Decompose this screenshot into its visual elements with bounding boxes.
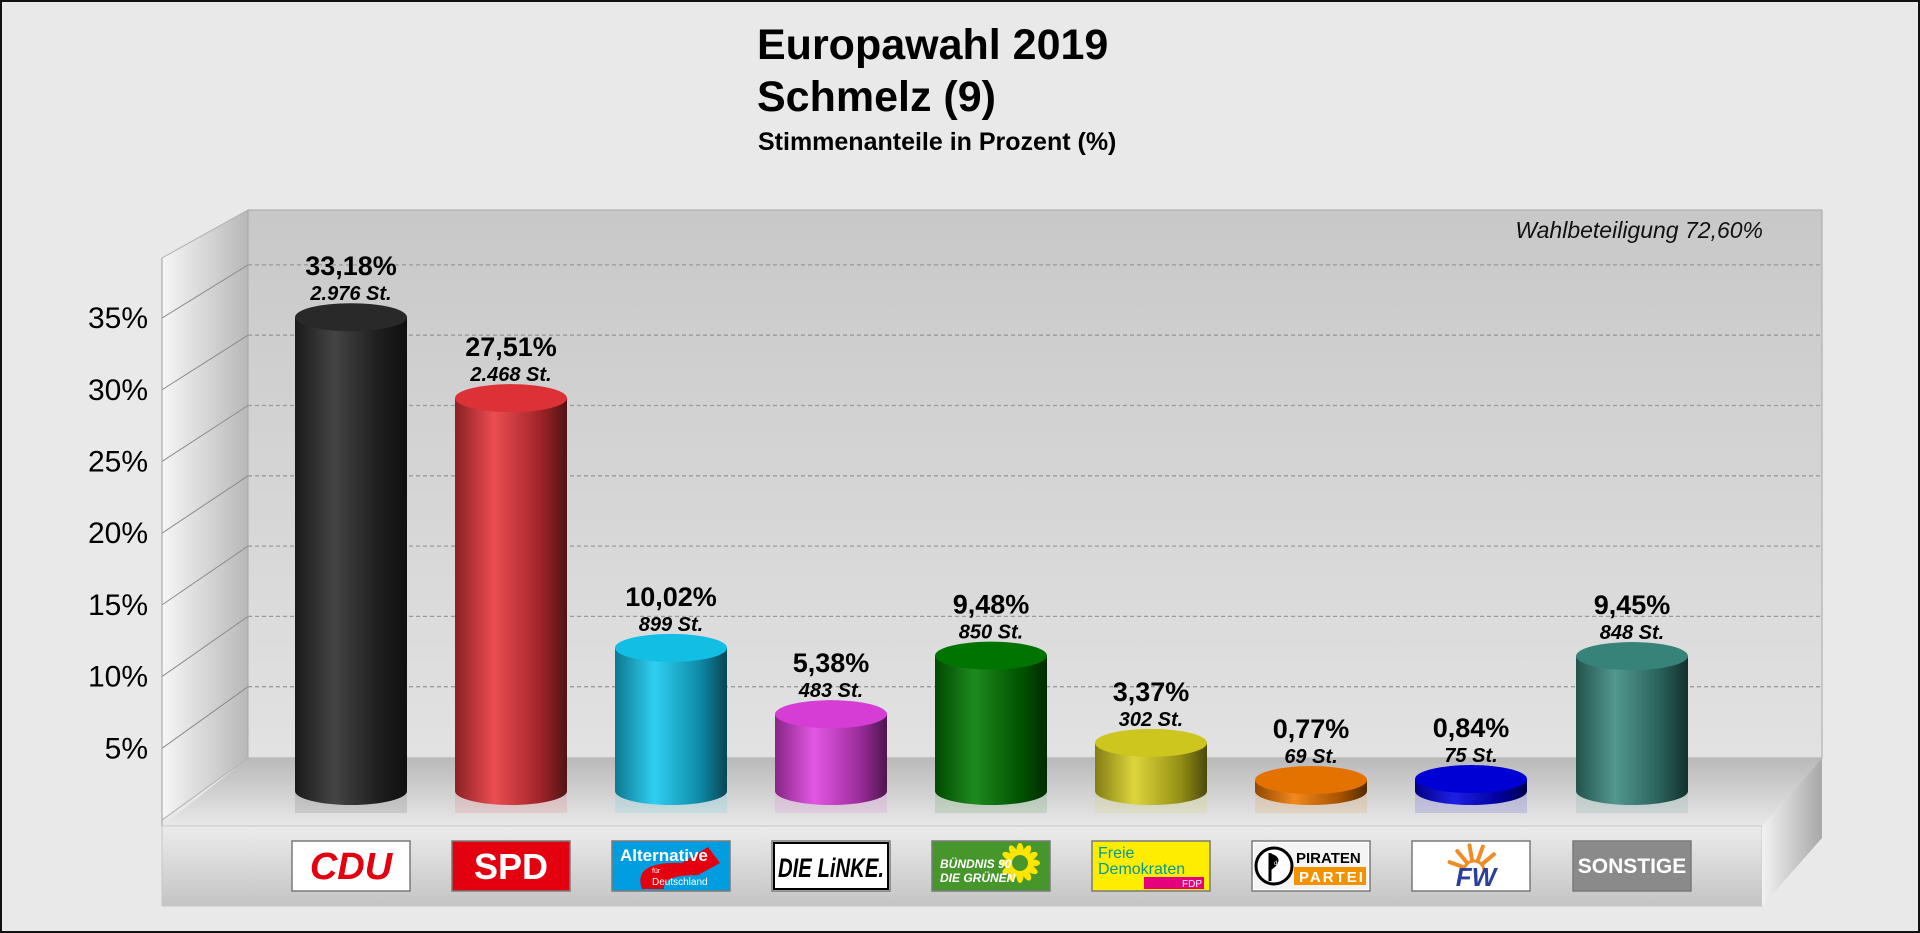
bar-gr-ne [935, 641, 1047, 813]
bar-top-cap [1576, 642, 1688, 671]
logo-text-2: Demokraten [1098, 861, 1185, 878]
logo-text: Freie [1098, 845, 1135, 862]
votes-label: 848 St. [1600, 622, 1664, 644]
bar-top-cap [935, 641, 1047, 670]
legend-logo-afd: Alternative für Deutschland [611, 840, 731, 892]
bar-top-cap [775, 700, 887, 729]
y-tick-label: 5% [105, 732, 148, 765]
votes-label: 75 St. [1444, 745, 1497, 767]
bar-body [775, 714, 887, 805]
y-tick-label: 10% [88, 661, 148, 694]
legend-logo-spd: SPD [451, 840, 571, 892]
logo-text-3: FDP [1182, 879, 1202, 890]
logo-text: SPD [474, 846, 548, 887]
bar-top-cap [615, 633, 727, 662]
value-label: 9,45% [1594, 590, 1671, 620]
chart-title: Europawahl 2019 [757, 21, 1109, 69]
side-gridline [161, 334, 249, 391]
sun-ray [1455, 849, 1469, 864]
bar-top-cap [455, 384, 567, 413]
afd-arrow-icon [640, 847, 720, 889]
logo-text: Alternative [620, 846, 708, 865]
side-gridline [161, 686, 249, 749]
sun-ray [1476, 844, 1485, 862]
legend-logo-sonstige: SONSTIGE [1572, 840, 1692, 892]
bar-top-cap [1415, 765, 1527, 794]
logo-text-3: Deutschland [652, 877, 708, 888]
side-gridline [161, 405, 249, 462]
bar-top-cap [295, 303, 407, 332]
legend-logo-piraten: de PIRATEN PARTEI [1251, 840, 1371, 892]
bar-fdp [1095, 728, 1207, 813]
y-tick-label: 30% [88, 374, 148, 407]
logo-text: BÜNDNIS 90 [940, 856, 1012, 871]
bar-body [615, 647, 727, 805]
logo-text-3: de [1274, 861, 1281, 867]
logo-text-2: PARTEI [1299, 869, 1365, 886]
side-gridline [161, 475, 249, 534]
legend-logo-cdu: CDU [291, 840, 411, 892]
logo-text: SONSTIGE [1578, 855, 1687, 878]
value-label: 0,84% [1433, 713, 1510, 743]
turnout-annotation: Wahlbeteiligung 72,60% [1515, 217, 1763, 243]
sun-ray [1481, 852, 1496, 866]
logo-text: DIE LiNKE. [778, 853, 884, 883]
y-tick-label: 25% [88, 445, 148, 478]
sun-ray [1447, 860, 1465, 869]
votes-label: 899 St. [639, 614, 703, 636]
value-label: 0,77% [1273, 714, 1350, 744]
votes-label: 302 St. [1119, 709, 1183, 731]
side-gridline [161, 615, 249, 677]
value-label: 5,38% [793, 648, 870, 678]
votes-label: 2.976 St. [309, 283, 391, 305]
side-gridline [161, 545, 249, 606]
value-label: 3,37% [1113, 677, 1190, 707]
bar-sonstige [1576, 642, 1688, 813]
votes-label: 69 St. [1284, 746, 1337, 768]
votes-label: 483 St. [798, 680, 863, 702]
bar-body [935, 655, 1047, 805]
legend-logo-die-linke: DIE LiNKE. [771, 840, 891, 892]
chart-location: Schmelz (9) [757, 73, 996, 121]
logo-text-2: für [652, 868, 661, 875]
bar-die-linke [775, 700, 887, 813]
value-label: 27,51% [465, 332, 557, 362]
bar-body [1095, 742, 1207, 805]
side-wall [161, 209, 249, 821]
logo-text-2: DIE GRÜNEN [940, 870, 1016, 885]
bar-afd [615, 633, 727, 813]
bar-body [455, 398, 567, 805]
votes-label: 2.468 St. [469, 364, 551, 386]
bar-body [1576, 656, 1688, 805]
value-label: 10,02% [625, 582, 717, 612]
y-tick-label: 20% [88, 517, 148, 550]
value-label: 9,48% [953, 590, 1030, 620]
legend-logo-fw: FW [1411, 840, 1531, 892]
logo-text: PIRATEN [1296, 850, 1361, 867]
logo-text: FW [1456, 862, 1499, 892]
chart-subtitle: Stimmenanteile in Prozent (%) [758, 128, 1117, 156]
bar-spd [455, 384, 567, 813]
value-label: 33,18% [305, 251, 397, 281]
y-tick-label: 15% [88, 589, 148, 622]
bar-body [295, 317, 407, 805]
logo-text: CDU [310, 846, 394, 888]
bar-top-cap [1095, 728, 1207, 757]
sun-ray [1467, 843, 1474, 862]
votes-label: 850 St. [959, 622, 1023, 644]
floor-side [1762, 758, 1822, 906]
bar-top-cap [1255, 766, 1367, 795]
bar-cdu [295, 303, 407, 813]
bar-fw [1415, 765, 1527, 813]
side-gridline [161, 264, 249, 319]
bar-piraten [1255, 766, 1367, 813]
sunflower-icon [1012, 855, 1028, 871]
sun-icon [1462, 859, 1486, 872]
y-tick-label: 35% [88, 302, 148, 335]
